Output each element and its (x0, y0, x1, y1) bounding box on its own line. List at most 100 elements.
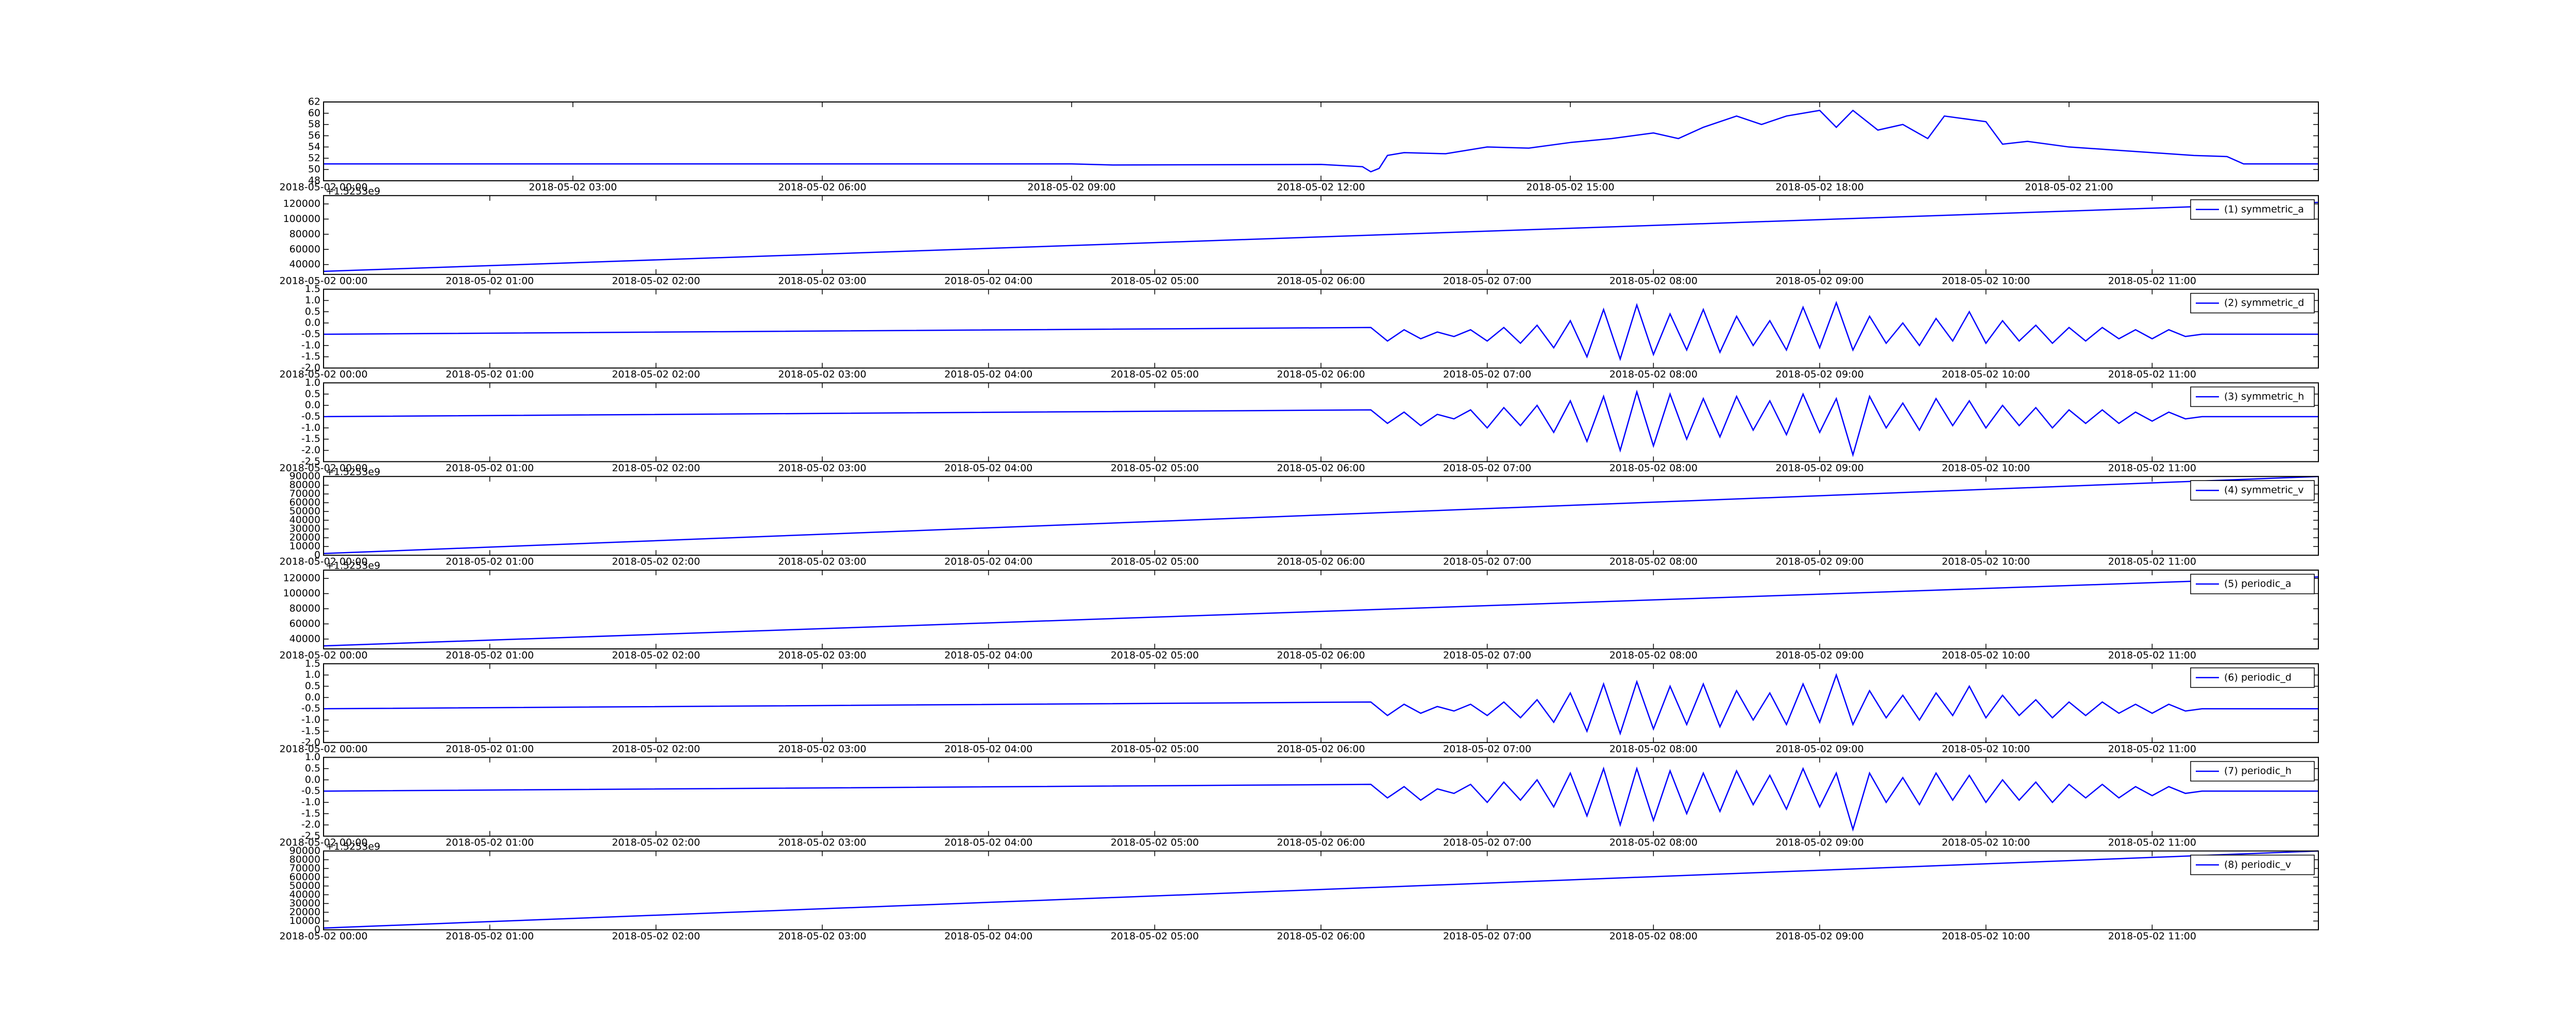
x-tick-label: 2018-05-02 03:00 (778, 931, 866, 942)
x-tick-label: 2018-05-02 07:00 (1443, 650, 1531, 661)
y-tick-label: 20000 (290, 906, 320, 918)
y-tick-label: 1.0 (305, 669, 320, 680)
x-tick-label: 2018-05-02 09:00 (1775, 275, 1863, 286)
y-tick-label: 80000 (290, 603, 320, 614)
x-tick-label: 2018-05-02 00:00 (279, 275, 367, 286)
x-tick-label: 2018-05-02 04:00 (944, 837, 1032, 848)
legend-box (2190, 761, 2315, 782)
y-tick-label: -1.0 (301, 339, 320, 351)
x-tick-label: 2018-05-02 01:00 (446, 743, 534, 754)
y-tick-label: -0.5 (301, 329, 320, 340)
y-tick-label: 80000 (290, 479, 320, 491)
y-tick-label: -1.5 (301, 808, 320, 819)
x-tick-label: 2018-05-02 10:00 (1942, 369, 2030, 380)
legend-label: (2) symmetric_d (2224, 297, 2304, 308)
axes-frame (323, 570, 2319, 649)
y-tick-label: 1.0 (305, 751, 320, 763)
x-tick-label: 2018-05-02 08:00 (1609, 650, 1698, 661)
y-tick-label: 100000 (283, 588, 320, 599)
data-line (323, 389, 2318, 457)
x-tick-label: 2018-05-02 01:00 (446, 650, 534, 661)
y-tick-label: 70000 (290, 488, 320, 500)
y-tick-label: -0.5 (301, 785, 320, 797)
legend: (6) periodic_d (2190, 667, 2315, 688)
y-tick-label: 40000 (290, 514, 320, 526)
x-tick-label: 2018-05-02 09:00 (1775, 837, 1863, 848)
plot-area (324, 195, 2318, 274)
x-tick-label: 2018-05-02 06:00 (1277, 743, 1365, 754)
x-tick-label: 2018-05-02 08:00 (1609, 462, 1698, 474)
y-tick-label: -2.0 (301, 819, 320, 830)
x-tick-label: 2018-05-02 06:00 (778, 182, 866, 193)
x-tick-label: 2018-05-02 00:00 (279, 182, 367, 193)
legend-label: (3) symmetric_h (2224, 391, 2304, 402)
y-tick-label: -1.5 (301, 725, 320, 736)
legend: (2) symmetric_d (2190, 293, 2315, 314)
x-tick-label: 2018-05-02 11:00 (2108, 743, 2196, 754)
legend: (5) periodic_a (2190, 574, 2315, 594)
x-tick-label: 2018-05-02 09:00 (1775, 931, 1863, 942)
x-tick-label: 2018-05-02 00:00 (279, 931, 367, 942)
axes-frame (323, 850, 2319, 931)
legend: (3) symmetric_h (2190, 386, 2315, 407)
plot-area (324, 289, 2318, 368)
legend-label: (4) symmetric_v (2224, 485, 2304, 496)
x-tick-label: 2018-05-02 03:00 (778, 556, 866, 568)
x-tick-label: 2018-05-02 07:00 (1443, 837, 1531, 848)
x-tick-label: 2018-05-02 05:00 (1111, 837, 1199, 848)
legend: (1) symmetric_a (2190, 199, 2315, 220)
x-tick-label: 2018-05-02 06:00 (1277, 837, 1365, 848)
axes-frame (323, 476, 2319, 556)
axes-frame (323, 195, 2319, 275)
x-tick-label: 2018-05-02 12:00 (1277, 182, 1365, 193)
x-tick-label: 2018-05-02 02:00 (612, 556, 700, 568)
x-tick-label: 2018-05-02 09:00 (1027, 182, 1115, 193)
offset-text: +1.5253e9 (326, 467, 380, 478)
offset-text: +1.5253e9 (326, 185, 380, 197)
legend: (4) symmetric_v (2190, 480, 2315, 501)
plot-area (324, 383, 2318, 462)
x-tick-label: 2018-05-02 04:00 (944, 556, 1032, 568)
y-tick-label: -2.0 (301, 362, 320, 373)
x-tick-label: 2018-05-02 11:00 (2108, 275, 2196, 286)
y-tick-label: 52 (308, 152, 320, 164)
x-tick-label: 2018-05-02 21:00 (2025, 182, 2113, 193)
axes-frame (323, 757, 2319, 837)
x-tick-label: 2018-05-02 03:00 (778, 369, 866, 380)
y-tick-label: -1.5 (301, 433, 320, 444)
plot-area (324, 102, 2318, 181)
x-tick-label: 2018-05-02 01:00 (446, 931, 534, 942)
y-tick-label: 10000 (290, 915, 320, 926)
x-tick-label: 2018-05-02 00:00 (279, 556, 367, 568)
y-tick-label: -2.0 (301, 444, 320, 456)
x-tick-label: 2018-05-02 04:00 (944, 462, 1032, 474)
x-tick-label: 2018-05-02 01:00 (446, 275, 534, 286)
x-tick-label: 2018-05-02 01:00 (446, 556, 534, 568)
data-line (323, 301, 2318, 362)
x-tick-label: 2018-05-02 00:00 (279, 369, 367, 380)
y-tick-label: 30000 (290, 523, 320, 535)
y-tick-label: 1.5 (305, 283, 320, 295)
y-tick-label: 70000 (290, 863, 320, 874)
y-tick-label: 0.5 (305, 680, 320, 692)
data-line (323, 673, 2318, 736)
x-tick-label: 2018-05-02 02:00 (612, 275, 700, 286)
y-tick-label: 60000 (290, 244, 320, 255)
y-tick-label: 0.5 (305, 306, 320, 317)
x-tick-label: 2018-05-02 06:00 (1277, 462, 1365, 474)
y-tick-label: 0.0 (305, 692, 320, 703)
x-tick-label: 2018-05-02 05:00 (1111, 275, 1199, 286)
y-tick-label: 80000 (290, 228, 320, 239)
y-tick-label: 0.0 (305, 774, 320, 785)
x-tick-label: 2018-05-02 07:00 (1443, 275, 1531, 286)
x-tick-label: 2018-05-02 05:00 (1111, 462, 1199, 474)
y-tick-label: 48 (308, 175, 320, 186)
axes-frame (323, 101, 2319, 181)
y-tick-label: 50 (308, 164, 320, 175)
y-tick-label: -0.5 (301, 410, 320, 422)
y-tick-label: 90000 (290, 471, 320, 482)
x-tick-label: 2018-05-02 10:00 (1942, 556, 2030, 568)
x-tick-label: 2018-05-02 09:00 (1775, 462, 1863, 474)
y-tick-label: -1.0 (301, 797, 320, 808)
